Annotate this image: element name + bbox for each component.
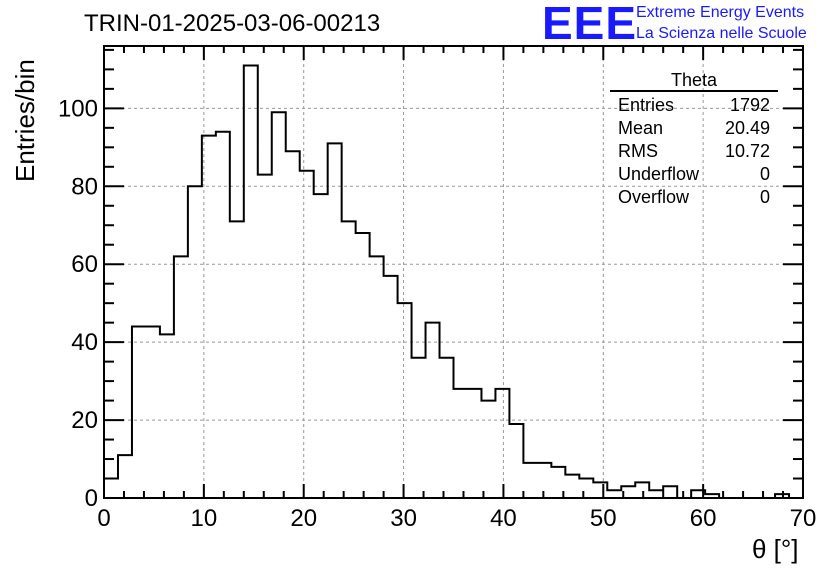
stats-label: RMS <box>618 141 658 161</box>
y-tick-label: 20 <box>71 407 98 434</box>
histogram-outline <box>103 64 803 499</box>
x-tick-label: 70 <box>790 505 817 532</box>
histogram-bar <box>495 389 509 498</box>
histogram-bar <box>509 424 523 498</box>
grid-lines <box>104 46 803 498</box>
histogram-bar <box>398 303 412 498</box>
histogram-bars <box>103 64 803 499</box>
stats-label: Overflow <box>618 187 690 207</box>
histogram-bar <box>328 143 342 498</box>
stats-row-mean: Mean 20.49 <box>610 117 778 140</box>
histogram-bar <box>342 221 356 498</box>
x-axis-label: θ [°] <box>752 534 799 564</box>
histogram-bar <box>523 463 537 498</box>
histogram-bar <box>244 65 258 498</box>
histogram-bar <box>481 401 495 498</box>
histogram-bar <box>216 132 230 498</box>
stats-row-entries: Entries 1792 <box>610 94 778 117</box>
y-tick-label: 80 <box>71 173 98 200</box>
axis-tick-labels: 0 10 20 30 40 50 60 70 0 20 40 60 80 100 <box>58 95 816 532</box>
plot-frame <box>103 45 804 499</box>
histogram-bar <box>370 256 384 498</box>
histogram-bar <box>663 486 677 498</box>
x-tick-label: 0 <box>97 505 110 532</box>
histogram-bar <box>384 276 398 498</box>
histogram-bar <box>286 151 300 498</box>
x-tick-label: 10 <box>191 505 218 532</box>
histogram-bar <box>607 490 621 498</box>
stats-value: 20.49 <box>724 118 770 138</box>
histogram-bar <box>146 327 160 498</box>
stats-value: 0 <box>759 164 770 184</box>
histogram-bar <box>104 479 118 498</box>
x-tick-label: 40 <box>490 505 517 532</box>
stats-box: Theta Entries 1792 Mean 20.49 RMS 10.72 … <box>610 70 778 209</box>
histogram-bar <box>412 358 426 498</box>
stats-value: 1792 <box>729 95 770 115</box>
x-tick-label: 20 <box>290 505 317 532</box>
histogram-bar <box>440 358 454 498</box>
histogram-bar <box>467 389 481 498</box>
stats-title: Theta <box>610 70 778 92</box>
stats-value: 0 <box>759 187 770 207</box>
histogram-bar <box>565 475 579 498</box>
x-tick-label: 50 <box>590 505 617 532</box>
y-tick-label: 100 <box>58 95 98 122</box>
histogram-bar <box>426 323 440 498</box>
histogram-bar <box>300 171 314 498</box>
histogram-bar <box>649 490 663 498</box>
stats-row-rms: RMS 10.72 <box>610 140 778 163</box>
stats-label: Mean <box>618 118 664 138</box>
stats-label: Underflow <box>618 164 700 184</box>
chart-title: TRIN-01-2025-03-06-00213 <box>84 10 381 37</box>
stats-value: 10.72 <box>724 141 770 161</box>
x-tick-label: 60 <box>690 505 717 532</box>
histogram-bar <box>230 221 244 498</box>
y-axis-label: Entries/bin <box>10 59 40 182</box>
histogram-bar <box>356 233 370 498</box>
histogram-bar <box>454 389 468 498</box>
stats-row-overflow: Overflow 0 <box>610 186 778 209</box>
histogram-bar <box>174 256 188 498</box>
x-tick-label: 30 <box>390 505 417 532</box>
histogram-bar <box>579 479 593 498</box>
histogram-bar <box>593 482 607 498</box>
stats-label: Entries <box>618 95 675 115</box>
histogram-bar <box>314 194 328 498</box>
logo-line-2: La Scienza nelle Scuole <box>636 25 807 42</box>
stats-row-underflow: Underflow 0 <box>610 163 778 186</box>
histogram-bar <box>272 112 286 498</box>
logo-line-1: Extreme Energy Events <box>636 4 805 21</box>
y-tick-label: 60 <box>71 251 98 278</box>
histogram-bar <box>258 175 272 498</box>
y-tick-label: 40 <box>71 329 98 356</box>
eee-logo: EEE <box>542 0 638 49</box>
axis-ticks <box>103 46 804 499</box>
y-tick-label: 0 <box>85 485 98 512</box>
histogram-bar <box>160 334 174 498</box>
histogram-bar <box>132 327 146 498</box>
